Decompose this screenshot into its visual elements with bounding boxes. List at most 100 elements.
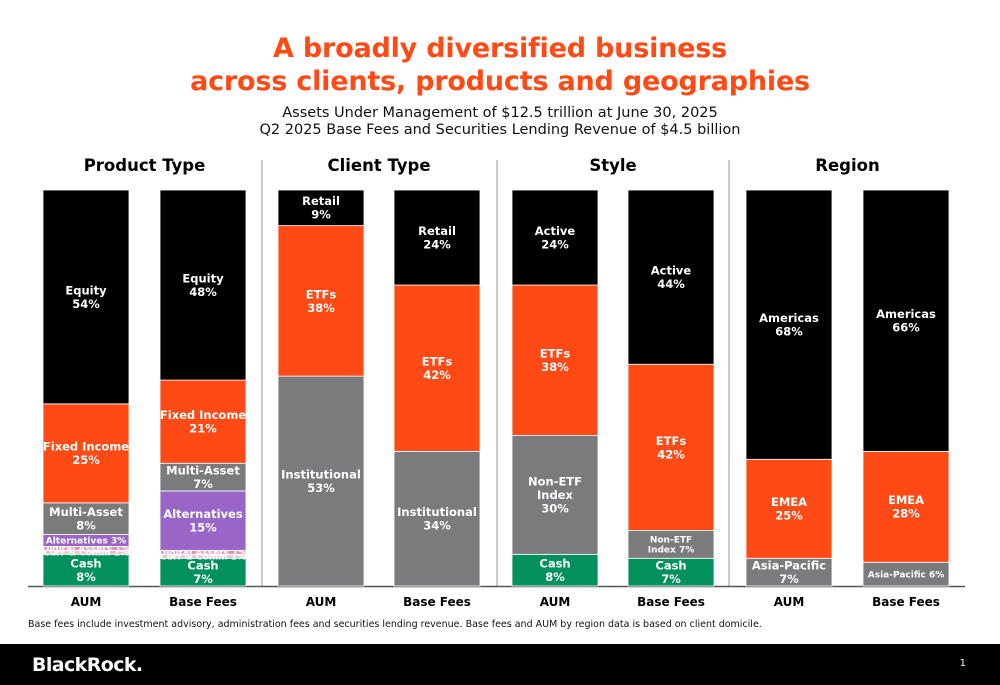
page-number: 1 [959,658,966,669]
segment-label: 38% [307,301,335,315]
segment-label: ETFs [306,287,337,301]
segment-label: Index 7% [648,546,695,556]
segment-label: Retail [418,224,456,238]
title-line-1: A broadly diversified business [272,33,727,64]
segment-label: 15% [189,521,217,535]
bar-segment [745,189,833,460]
segment-label: Non-ETF [528,475,582,489]
segment-label: Digital Assets 1% [159,549,248,559]
x-tick-label: Base Fees [169,595,237,609]
segment-label: ETFs [540,347,571,361]
segment-label: Retail [302,194,340,208]
bar-segment [159,490,247,551]
segment-label: 38% [541,360,569,374]
segment-label: Multi-Asset [166,463,240,477]
segment-label: 7% [193,572,213,586]
segment-label: 9% [311,208,331,222]
segment-label: Americas [759,311,819,325]
x-tick-label: AUM [774,595,805,609]
footer-bar: BlackRock. 1 [0,644,1000,685]
segment-label: Institutional [397,505,477,519]
segment-label: 34% [423,519,451,533]
segment-label: Active [651,264,692,278]
x-tick-label: Base Fees [637,595,705,609]
bar-segment [159,462,247,492]
segment-label: Cash [70,557,101,571]
blackrock-logo: BlackRock. [32,654,143,676]
segment-label: Equity [182,271,224,285]
title-line-2: across clients, products and geographies [190,66,810,97]
bar-segment [511,189,599,286]
segment-label: 7% [193,477,213,491]
bar-segment [42,502,130,535]
segment-label: ETFs [422,355,453,369]
segment-label: 28% [892,507,920,521]
bar-segment [159,379,247,464]
segment-label: Alternatives 3% [46,537,127,547]
group-title: Product Type [84,156,206,175]
segment-label: 66% [892,321,920,335]
segment-label: Americas [876,307,936,321]
segment-label: 8% [545,570,565,584]
segment-label: Index [537,488,573,502]
segment-label: 48% [189,285,217,299]
segment-label: 30% [541,502,569,516]
segment-label: EMEA [771,495,807,509]
bar-segment [627,189,715,365]
segment-label: Cash [655,559,686,573]
segment-label: 53% [307,481,335,495]
segment-label: Non-ETF [650,536,692,546]
bar-segment [393,284,481,452]
segment-label: 8% [76,570,96,584]
segment-label: 24% [423,237,451,251]
x-tick-label: Base Fees [403,595,471,609]
bar-segment [745,557,833,587]
segment-label: 54% [72,297,100,311]
segment-label: Active [535,224,576,238]
group-title: Region [815,156,879,175]
segment-label: ETFs [656,434,687,448]
segment-label: 42% [657,447,685,461]
segment-label: EMEA [888,493,924,507]
segment-label: 68% [775,325,803,339]
bar-segment [627,530,715,559]
segment-label: 7% [661,572,681,586]
bar-segment [862,189,950,452]
x-tick-label: AUM [71,595,102,609]
segment-label: Cash [539,557,570,571]
bar-segment [277,225,365,377]
bar-segment [42,189,130,405]
bar-segment [277,375,365,587]
segment-label: 24% [541,237,569,251]
segment-label: Cash [187,559,218,573]
bar-segment [159,557,247,587]
bar-segment [511,284,599,436]
segment-label: 25% [775,509,803,523]
x-tick-label: AUM [540,595,571,609]
segment-label: Curr & Comm 1% [43,549,129,559]
bar-segment [862,450,950,563]
segment-label: 25% [72,453,100,467]
segment-label: Fixed Income [43,440,129,454]
segment-label: Equity [65,283,107,297]
segment-label: Institutional [281,467,361,481]
bar-segment [393,450,481,587]
bar-segment [511,435,599,555]
segment-label: 8% [76,519,96,533]
x-tick-label: Base Fees [872,595,940,609]
segment-label: Asia-Pacific 6% [868,570,944,580]
subtitle-line-2: Q2 2025 Base Fees and Securities Lending… [259,122,741,138]
x-tick-label: AUM [306,595,337,609]
segment-label: Fixed Income [160,408,246,422]
segment-label: Alternatives [163,507,242,521]
bar-segment [393,189,481,286]
group-title: Style [589,156,636,175]
group-title: Client Type [327,156,430,175]
segment-label: Digital Assets 1% [42,545,131,555]
bar-segment [42,553,130,587]
segment-label: 21% [189,422,217,436]
segment-label: 7% [779,572,799,586]
segment-label: 42% [423,368,451,382]
bar-segment [159,189,247,381]
segment-label: Multi-Asset [49,505,123,519]
